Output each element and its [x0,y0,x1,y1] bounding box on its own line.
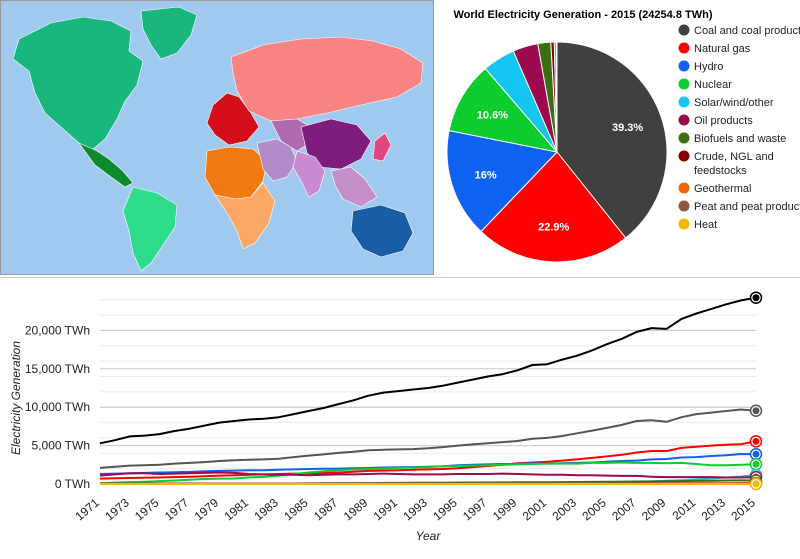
world-map-svg[interactable] [1,1,433,274]
x-tick-label: 2001 [520,495,550,523]
y-tick-label: 20,000 TWh [25,323,90,337]
x-tick-label: 2013 [699,495,729,523]
x-tick-label: 1983 [251,495,281,523]
x-tick-label: 1999 [490,495,520,523]
series-endpoint[interactable] [753,480,760,487]
pie-slice-label: 22.9% [538,222,569,234]
x-tick-label: 1989 [341,495,371,523]
pie-slice-label: 10.6% [477,109,508,121]
x-tick-label: 1977 [162,495,192,523]
legend-swatch [679,133,690,144]
x-tick-label: 1993 [400,495,430,523]
x-axis-title: Year [416,529,442,543]
legend-swatch [679,219,690,230]
pie-slice-label: 16% [475,170,497,182]
legend-label: Heat [694,219,717,231]
x-tick-label: 1985 [281,495,311,523]
pie-slice-label: 39.3% [612,122,643,134]
legend-label: Nuclear [694,79,732,91]
x-tick-label: 2009 [639,495,669,523]
legend-swatch [679,201,690,212]
map-region-south-america[interactable] [123,187,177,271]
map-region-australia[interactable] [351,205,413,257]
map-region-russia[interactable] [231,37,423,121]
legend-label: Solar/wind/other [694,97,774,109]
series-endpoint[interactable] [753,438,760,445]
legend-label: Hydro [694,61,723,73]
world-map[interactable] [0,0,434,275]
legend-swatch [679,61,690,72]
x-tick-label: 2005 [579,495,609,523]
legend-swatch [679,151,690,162]
x-tick-label: 1991 [371,495,401,523]
series-endpoint[interactable] [753,451,760,458]
pie-chart-panel: World Electricity Generation - 2015 (242… [436,0,800,275]
y-tick-label: 5,000 TWh [32,439,90,453]
legend-label: Geothermal [694,183,751,195]
legend-swatch [679,79,690,90]
series-endpoint[interactable] [753,294,760,301]
pie-chart[interactable]: World Electricity Generation - 2015 (242… [436,0,800,275]
y-tick-label: 15,000 TWh [25,362,90,376]
legend-swatch [679,115,690,126]
legend-label: feedstocks [694,165,747,177]
legend-label: Natural gas [694,43,751,55]
legend-label: Biofuels and waste [694,133,786,145]
legend-swatch [679,183,690,194]
x-tick-label: 1973 [102,495,132,523]
x-tick-label: 2003 [550,495,580,523]
x-tick-label: 1975 [132,495,162,523]
x-tick-label: 2007 [609,495,639,523]
x-tick-label: 2015 [728,495,758,523]
map-region-southeast-asia[interactable] [331,167,377,207]
x-tick-label: 1971 [72,495,102,523]
legend-swatch [679,25,690,36]
legend-label: Coal and coal products [694,25,800,37]
y-axis-title: Electricity Generation [9,341,23,455]
x-tick-label: 1981 [222,495,252,523]
pie-chart-title: World Electricity Generation - 2015 (242… [454,9,713,21]
y-tick-label: 10,000 TWh [25,400,90,414]
line-chart[interactable]: 0 TWh 5,000 TWh 10,000 TWh 15,000 TWh 20,000… [0,278,800,554]
y-tick-label: 0 TWh [55,477,90,491]
legend-label: Crude, NGL and [694,151,774,163]
legend-label: Oil products [694,115,753,127]
map-region-central-america[interactable] [79,143,133,187]
legend-label: Peat and peat products [694,201,800,213]
x-tick-label: 2011 [670,495,699,523]
legend-swatch [679,43,690,54]
map-region-greenland[interactable] [141,7,197,59]
x-tick-label: 1997 [460,495,490,523]
map-region-north-america[interactable] [13,17,143,151]
map-region-japan[interactable] [373,133,391,161]
series-endpoint[interactable] [753,461,760,468]
legend-swatch [679,97,690,108]
x-tick-label: 1979 [192,495,222,523]
x-tick-label: 1987 [311,495,341,523]
series-endpoint[interactable] [753,407,760,414]
x-tick-label: 1995 [430,495,460,523]
line-chart-panel: 0 TWh 5,000 TWh 10,000 TWh 15,000 TWh 20,000… [0,277,800,553]
